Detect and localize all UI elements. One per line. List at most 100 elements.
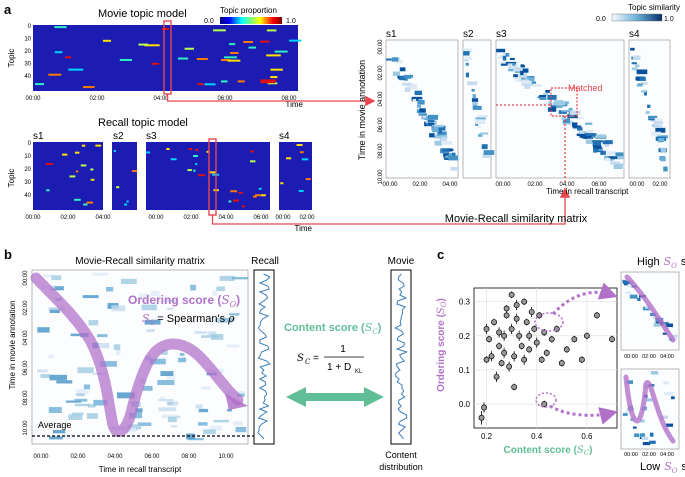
recall-segment-label: s2	[113, 131, 124, 142]
sim-cell	[585, 133, 597, 136]
sim-cell	[518, 73, 528, 78]
topic-activation	[90, 178, 95, 181]
sim-cell	[662, 332, 668, 335]
movie-time-xlabel: Time	[286, 100, 304, 109]
sim-cell	[237, 392, 245, 397]
sim-cell	[40, 374, 51, 379]
sim-cell	[402, 82, 412, 86]
sim-cell	[411, 96, 423, 102]
sim-cell	[631, 62, 637, 65]
sim-cell	[653, 121, 664, 124]
topic-activation	[82, 86, 95, 89]
topic-activation	[254, 194, 261, 197]
sim-cell	[179, 353, 185, 356]
sim-cell	[392, 71, 400, 76]
scatter-point	[528, 308, 535, 315]
sim-cell	[429, 133, 435, 138]
sim-cell	[651, 118, 663, 122]
sim-cell	[435, 125, 446, 131]
matrix-b-y-tick: 08:00	[23, 390, 29, 406]
recall-time-tick: 04:00	[95, 215, 111, 221]
sim-cell	[649, 440, 656, 444]
sim-cell	[633, 55, 641, 60]
sim-cell	[626, 283, 632, 288]
sim-cell	[528, 77, 535, 82]
sim-cell	[167, 401, 174, 406]
sim-cell	[403, 74, 414, 78]
scatter-point	[491, 319, 498, 326]
sim-cell	[520, 64, 524, 69]
sim-cell	[417, 100, 425, 105]
sim-cell	[606, 151, 616, 155]
sim-cell	[561, 115, 566, 120]
similarity-matrix-b	[31, 269, 249, 445]
movie-time-tick: 02:00	[89, 96, 105, 102]
recall-time-tick: 00:00	[275, 215, 291, 221]
sim-cell	[427, 122, 435, 125]
sim-cell	[520, 70, 524, 76]
sim-cell	[547, 107, 557, 112]
scatter-point	[496, 329, 503, 336]
thumb-ordering-path	[623, 374, 676, 444]
sim-cell	[195, 404, 203, 409]
sim-cell	[68, 414, 83, 421]
topic-activation	[80, 164, 87, 167]
topic-activation	[298, 189, 304, 192]
topic-activation	[116, 186, 120, 189]
sim-cell	[631, 67, 638, 71]
sim-cell	[640, 82, 648, 85]
sim-cell	[48, 436, 63, 440]
movie-topic-ylabel: Topic	[7, 49, 16, 68]
sim-cell	[472, 94, 477, 99]
sim-cell	[515, 70, 524, 74]
sim-cell	[116, 349, 121, 356]
sim-y-tick: 10:00	[378, 169, 384, 185]
sim-cell	[86, 413, 99, 419]
matrix-b-x-tick: 08:00	[181, 454, 197, 460]
scatter-point	[543, 349, 550, 356]
topic-activation	[45, 162, 53, 165]
topic-activation	[146, 151, 151, 154]
sim-cell	[634, 433, 640, 438]
sim-cell	[448, 155, 459, 161]
scatter-point	[521, 356, 528, 363]
sim-x-tick: 02:00	[527, 182, 543, 188]
sim-cell	[72, 412, 84, 416]
sim-cell	[215, 318, 232, 323]
sim-cell	[76, 389, 89, 395]
recall-time-tick: 00:00	[148, 215, 164, 221]
sim-cell	[198, 408, 209, 413]
scatter-point	[498, 360, 505, 367]
sim-cell	[427, 114, 439, 120]
sim-cell	[521, 80, 531, 84]
topic-activation	[166, 147, 170, 150]
sim-cell	[149, 358, 166, 365]
sim-cell	[514, 77, 521, 82]
sim-cell	[144, 319, 161, 325]
sim-cell	[658, 137, 665, 143]
topic-activation	[196, 58, 208, 61]
sim-cell	[96, 343, 110, 349]
topic-activation	[220, 59, 231, 62]
sim-cell	[503, 53, 508, 57]
sim-cell	[194, 331, 207, 334]
sim-x-tick: 02:00	[412, 182, 428, 188]
sim-cell	[440, 134, 446, 138]
sim-segment-label: s3	[496, 29, 507, 40]
sim-cell	[639, 433, 646, 437]
sim-cell	[521, 81, 533, 86]
sim-cell	[568, 107, 573, 113]
recall-topic-tick: 0	[28, 141, 32, 147]
sim-x-tick: 00:00	[382, 182, 398, 188]
sim-cell	[663, 381, 670, 385]
sim-y-tick: 08:00	[378, 143, 384, 159]
matched-box	[550, 87, 578, 117]
sim-cell	[48, 354, 54, 359]
sim-cell	[441, 137, 447, 142]
scatter-point	[558, 360, 565, 367]
sim-cell	[37, 369, 48, 373]
similarity-max: 1.0	[664, 16, 674, 23]
sim-cell	[117, 392, 135, 399]
movie-topic-tick: 20	[24, 49, 31, 55]
scatter-ylabel: Ordering score (SO)	[436, 298, 448, 392]
